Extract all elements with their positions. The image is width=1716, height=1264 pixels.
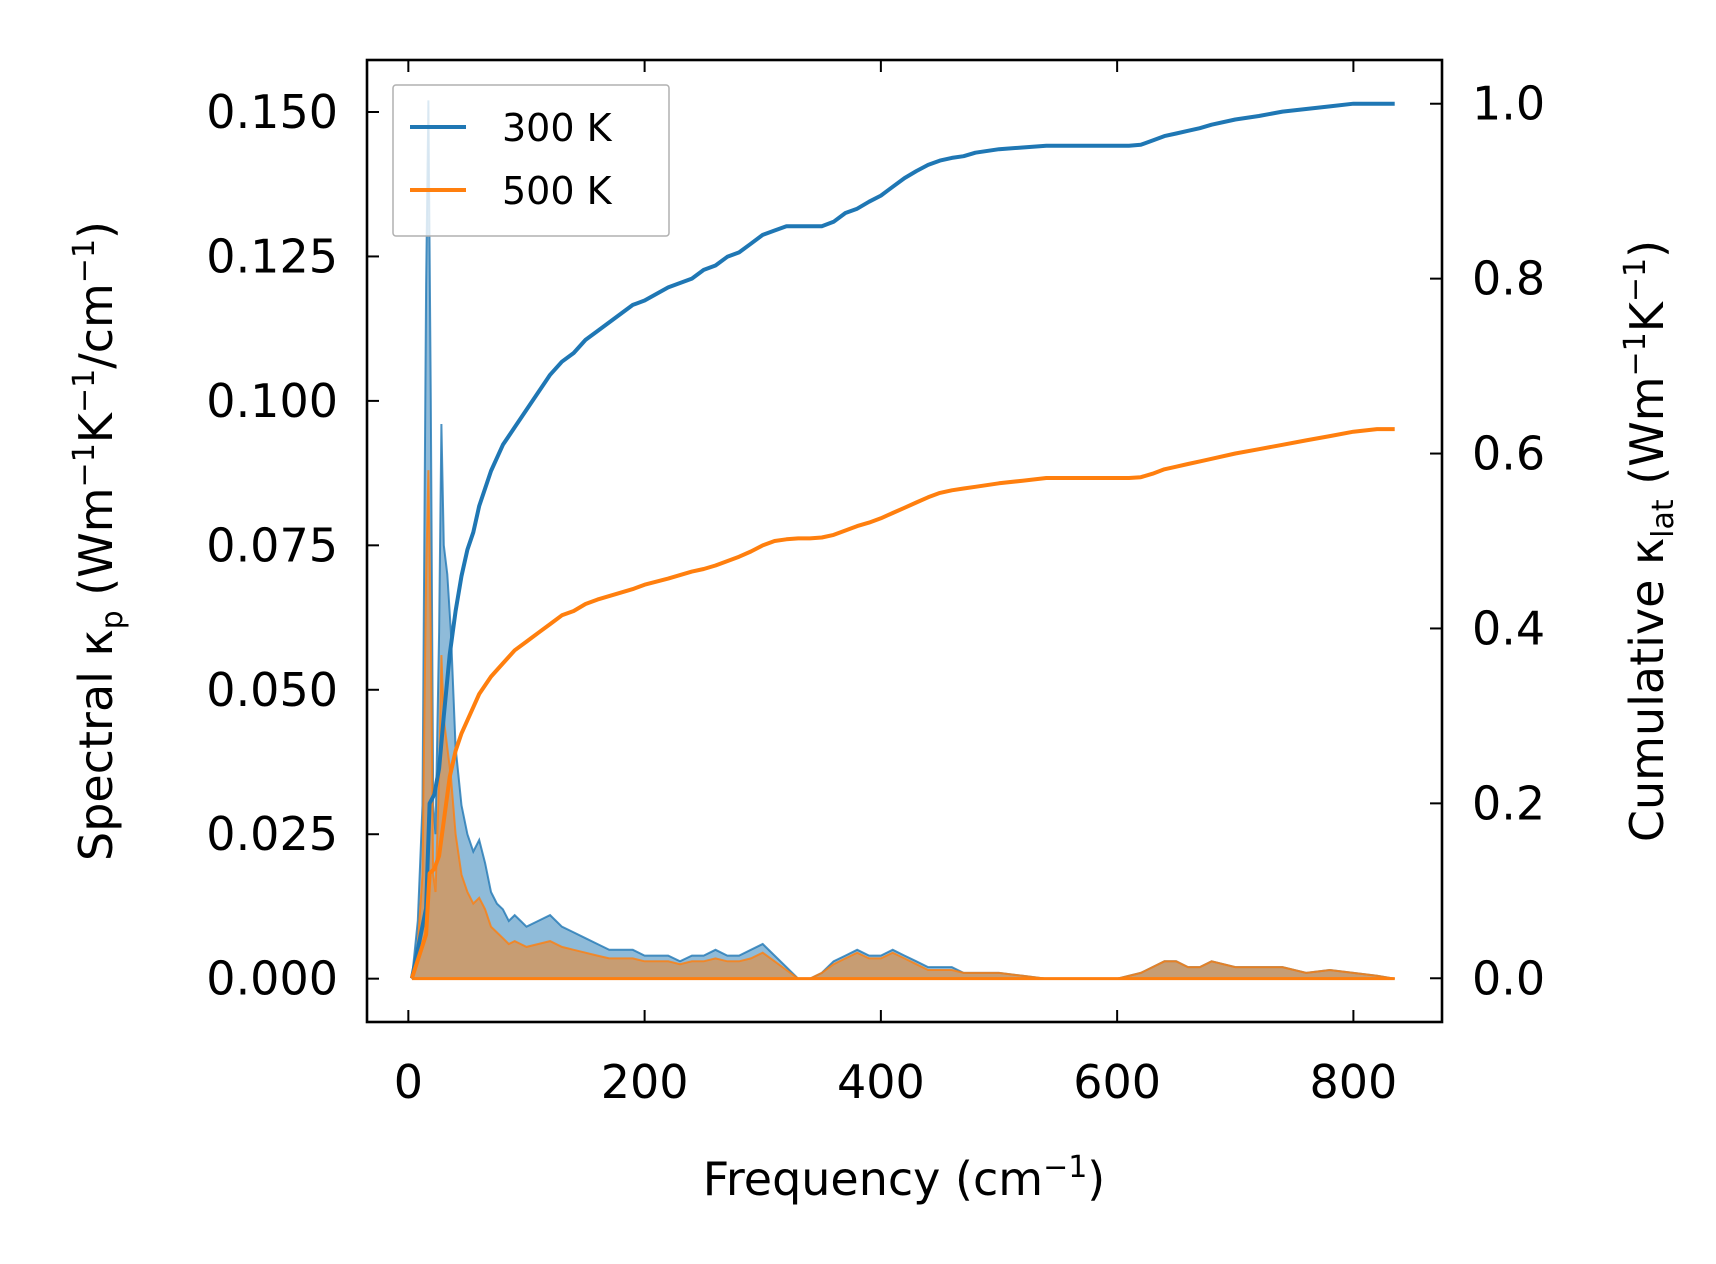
cumulative-lines [409,101,1395,979]
y-right-tick-label: 1.0 [1472,77,1545,131]
y-left-tick-label: 0.075 [206,518,338,572]
y-right-tick-label: 0.8 [1472,252,1545,306]
y-left-ticks: 0.000 0.025 0.050 0.075 0.100 0.125 0.150 [206,85,379,1006]
y-left-tick-label: 0.125 [206,229,338,283]
cumulative-line-300k [409,101,1395,979]
x-ticks: 0 200 400 600 800 [394,60,1397,1109]
y-right-tick-label: 0.4 [1472,601,1545,655]
x-tick-label: 800 [1309,1055,1397,1109]
legend-box [392,84,670,237]
y-axis-right-label: Cumulative κlat (Wm−1K−1) [1618,240,1681,842]
plot-frame [365,58,1444,1024]
legend-label-300k: 300 K [502,106,613,150]
x-tick-label: 400 [837,1055,925,1109]
y-right-tick-label: 0.6 [1472,427,1545,481]
cumulative-line-500k [409,427,1395,979]
y-left-tick-label: 0.150 [206,85,338,139]
y-right-tick-label: 0.0 [1472,951,1545,1005]
spectral-fills [410,100,1395,981]
x-tick-label: 0 [394,1055,423,1109]
y-left-tick-label: 0.025 [206,807,338,861]
x-tick-label: 600 [1073,1055,1161,1109]
y-right-tick-label: 0.2 [1472,776,1545,830]
y-left-tick-label: 0.000 [206,952,338,1006]
y-left-tick-label: 0.050 [206,663,338,717]
x-tick-label: 200 [601,1055,689,1109]
legend-label-500k: 500 K [502,169,613,213]
x-axis-label: Frequency (cm−1) [703,1150,1106,1206]
y-left-tick-label: 0.100 [206,374,338,428]
y-axis-left-label: Spectral κp (Wm−1K−1/cm−1) [67,221,130,861]
legend: 300 K 500 K [392,84,670,237]
y-right-ticks: 0.0 0.2 0.4 0.6 0.8 1.0 [1430,77,1545,1005]
